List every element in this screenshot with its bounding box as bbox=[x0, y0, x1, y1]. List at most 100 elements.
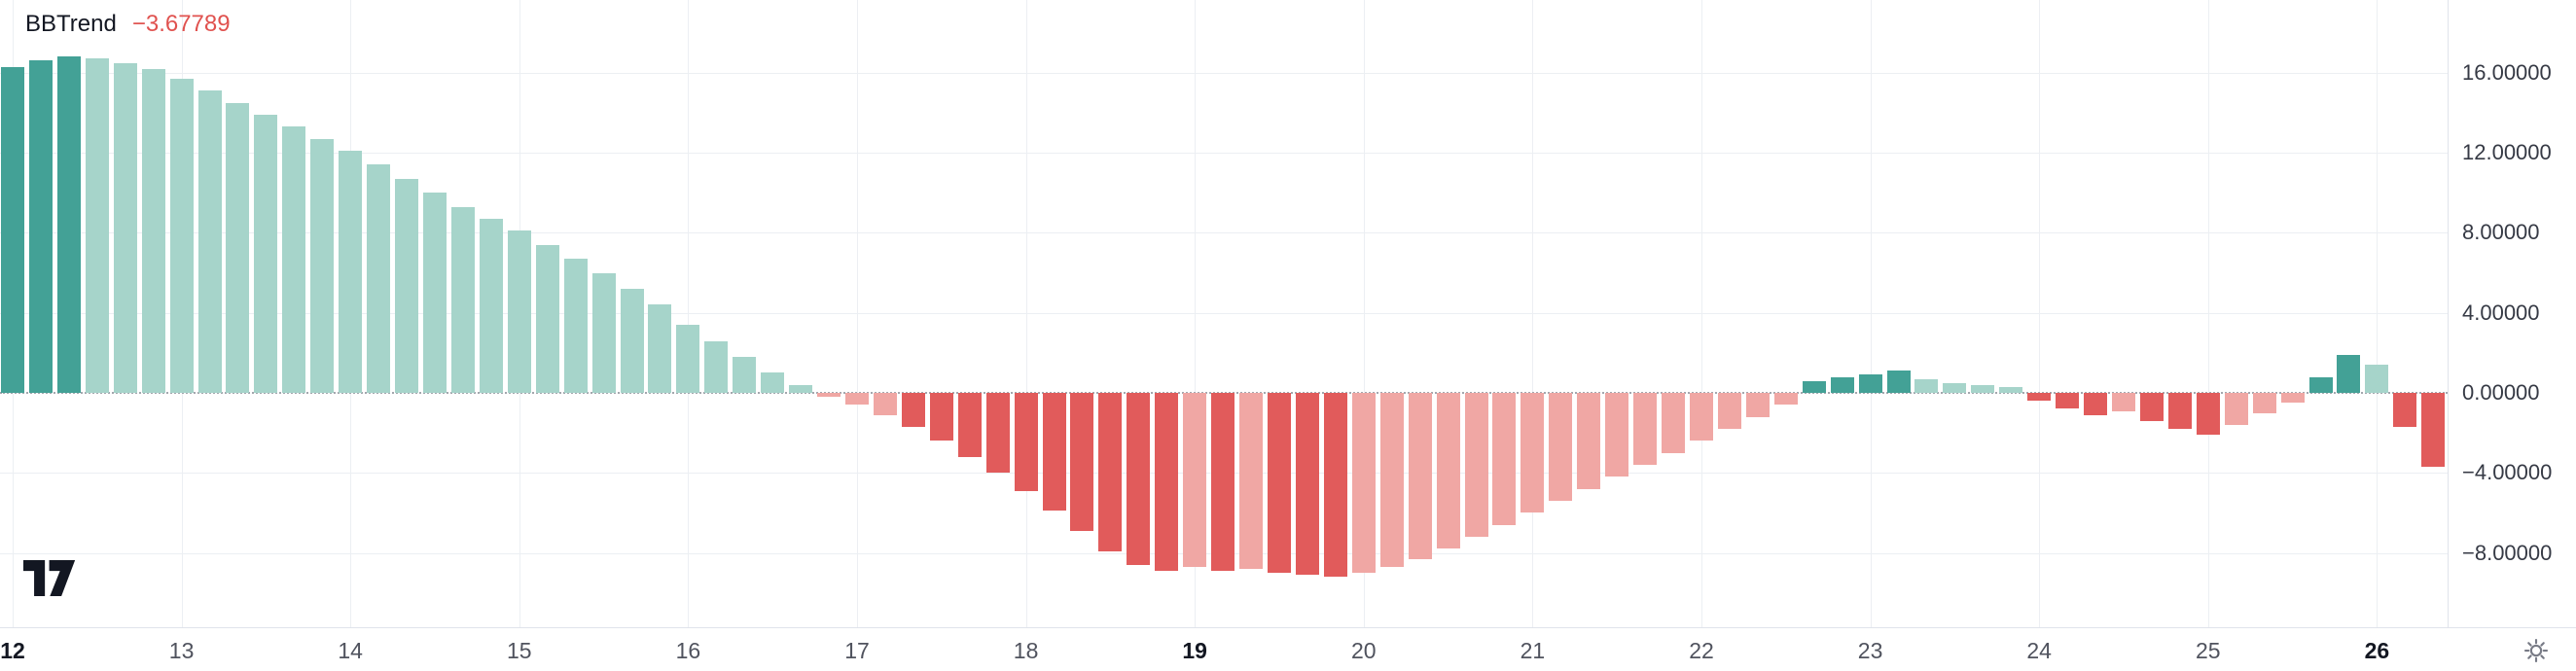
histogram-bar bbox=[563, 259, 588, 393]
histogram-bar bbox=[141, 68, 165, 393]
histogram-bar bbox=[1268, 393, 1291, 574]
histogram-bar bbox=[761, 372, 785, 393]
histogram-bar bbox=[2393, 393, 2417, 427]
histogram-bar bbox=[929, 393, 953, 441]
time-tick-label: 13 bbox=[168, 638, 195, 663]
tradingview-logo[interactable] bbox=[23, 560, 84, 596]
histogram-bar bbox=[2139, 393, 2164, 421]
price-tick-label: 12.00000 bbox=[2462, 140, 2552, 165]
price-tick-label: 8.00000 bbox=[2462, 220, 2540, 245]
histogram-bar bbox=[1098, 393, 1123, 551]
histogram-bar bbox=[1549, 393, 1573, 502]
histogram-bar bbox=[648, 304, 672, 393]
time-tick-label: 24 bbox=[2026, 638, 2052, 663]
histogram-bar bbox=[1662, 393, 1686, 453]
time-tick-label: 14 bbox=[338, 638, 363, 663]
histogram-bar bbox=[789, 384, 813, 393]
histogram-bar bbox=[1351, 393, 1376, 574]
time-tick-label: 19 bbox=[1182, 638, 1207, 663]
price-tick-label: 4.00000 bbox=[2462, 300, 2540, 325]
histogram-bar bbox=[873, 393, 897, 415]
histogram-bar bbox=[901, 393, 925, 427]
histogram-bar bbox=[1042, 393, 1066, 512]
time-tick-label: 21 bbox=[1520, 638, 1546, 663]
histogram-bar bbox=[1436, 393, 1460, 549]
histogram-bar bbox=[1379, 393, 1404, 567]
horizontal-gridline bbox=[0, 312, 2448, 314]
histogram-bar bbox=[1633, 393, 1658, 466]
price-axis[interactable]: 16.00000 12.00000 8.00000 4.00000 0.00000 −4.… bbox=[2448, 0, 2576, 627]
horizontal-gridline bbox=[0, 72, 2448, 74]
histogram-bar bbox=[1070, 393, 1094, 531]
histogram-bar bbox=[2224, 393, 2248, 425]
histogram-bar bbox=[1745, 393, 1770, 417]
histogram-bar bbox=[1323, 393, 1347, 578]
histogram-bar bbox=[1914, 378, 1939, 393]
histogram-bar bbox=[310, 138, 335, 393]
histogram-bar bbox=[479, 218, 503, 393]
histogram-bar bbox=[113, 62, 137, 393]
time-tick-label: 26 bbox=[2364, 638, 2390, 663]
histogram-bar bbox=[2280, 393, 2305, 404]
histogram-bar bbox=[1521, 393, 1545, 513]
histogram-bar bbox=[1295, 393, 1319, 576]
histogram-bar bbox=[1183, 393, 1207, 567]
histogram-bar bbox=[1577, 393, 1601, 489]
histogram-bar bbox=[2084, 393, 2108, 415]
histogram-bar bbox=[2421, 393, 2446, 467]
histogram-bar bbox=[620, 289, 644, 393]
price-tick-label: −8.00000 bbox=[2462, 540, 2553, 565]
histogram-bar bbox=[1717, 393, 1741, 430]
chart-pane[interactable]: BBTrend −3.67789 bbox=[0, 0, 2448, 627]
histogram-bar bbox=[1, 66, 24, 393]
time-tick-label: 25 bbox=[2196, 638, 2221, 663]
histogram-bar bbox=[2056, 393, 2080, 409]
time-tick-label: 16 bbox=[675, 638, 701, 663]
histogram-bar bbox=[1886, 371, 1911, 393]
histogram-bar bbox=[254, 115, 278, 393]
indicator-value: −3.67789 bbox=[131, 11, 231, 37]
time-tick-label: 15 bbox=[507, 638, 532, 663]
histogram-bar bbox=[169, 78, 194, 393]
histogram-bar bbox=[507, 230, 531, 393]
histogram-bar bbox=[535, 244, 559, 393]
histogram-bar bbox=[1690, 393, 1713, 441]
horizontal-gridline bbox=[0, 232, 2448, 234]
histogram-bar bbox=[676, 325, 700, 393]
histogram-bar bbox=[1858, 374, 1882, 393]
price-tick-label: 0.00000 bbox=[2462, 380, 2540, 405]
histogram-bar bbox=[1773, 393, 1798, 406]
histogram-bar bbox=[2112, 393, 2135, 411]
histogram-bar bbox=[1943, 382, 1967, 393]
histogram-bar bbox=[1802, 380, 1826, 393]
histogram-bar bbox=[1211, 393, 1235, 572]
histogram-bar bbox=[845, 393, 869, 406]
histogram-bar bbox=[1155, 393, 1179, 572]
histogram-bar bbox=[282, 126, 306, 393]
histogram-bar bbox=[1830, 376, 1854, 393]
histogram-bar bbox=[28, 60, 53, 393]
histogram-bar bbox=[2337, 354, 2361, 393]
histogram-bar bbox=[1999, 386, 2023, 393]
histogram-bar bbox=[339, 151, 363, 393]
histogram-bar bbox=[1127, 393, 1151, 565]
histogram-bar bbox=[1492, 393, 1517, 525]
histogram-bar bbox=[450, 206, 475, 393]
price-tick-label: 16.00000 bbox=[2462, 59, 2552, 85]
histogram-bar bbox=[423, 193, 447, 393]
histogram-bar bbox=[1408, 393, 1432, 559]
indicator-name: BBTrend bbox=[25, 11, 117, 37]
histogram-bar bbox=[704, 340, 729, 393]
time-tick-label: 20 bbox=[1351, 638, 1377, 663]
histogram-bar bbox=[985, 393, 1010, 474]
histogram-bar bbox=[1971, 384, 1995, 393]
histogram-bar bbox=[2252, 393, 2276, 413]
time-axis-settings-gear-icon[interactable] bbox=[2522, 636, 2551, 665]
indicator-legend[interactable]: BBTrend −3.67789 bbox=[25, 10, 231, 39]
histogram-bar bbox=[2365, 365, 2389, 393]
histogram-bar bbox=[1239, 393, 1264, 570]
time-tick-label: 22 bbox=[1689, 638, 1714, 663]
time-tick-label: 18 bbox=[1013, 638, 1039, 663]
time-axis[interactable]: 12 13 14 15 16 17 18 19 20 21 22 23 24 25 26 bbox=[0, 627, 2576, 671]
